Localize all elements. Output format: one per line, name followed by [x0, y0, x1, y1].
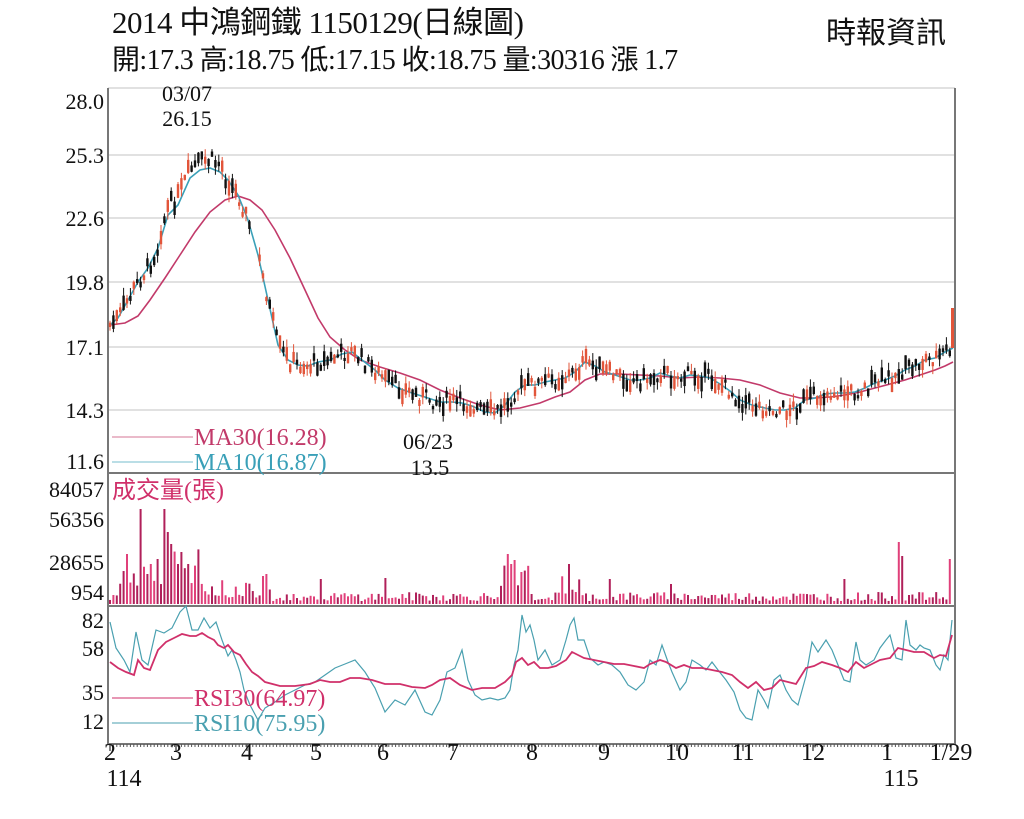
- rsi-tick: 12: [82, 709, 104, 734]
- ma30-legend: MA30(16.28): [194, 425, 327, 451]
- x-tick: 3: [170, 740, 182, 766]
- rsi10-line: [109, 604, 953, 722]
- price-tick: 28.0: [66, 89, 105, 114]
- volume-title: 成交量(張): [112, 477, 224, 504]
- x-tick: 2: [104, 740, 116, 766]
- price-tick: 25.3: [66, 143, 105, 168]
- price-tick: 17.1: [66, 335, 105, 360]
- price-axis-labels: 28.0 25.3 22.6 19.8 17.1 14.3 11.6: [66, 89, 105, 474]
- x-tick: 1/29: [930, 740, 973, 766]
- x-tick: 12: [801, 740, 825, 766]
- x-tick: 9: [598, 740, 610, 766]
- low-date-annotation: 06/23: [403, 429, 453, 454]
- x-tick: 7: [447, 740, 459, 766]
- rsi30-line: [109, 631, 953, 691]
- rsi-tick: 82: [82, 608, 104, 633]
- price-tick: 14.3: [66, 398, 105, 423]
- candlesticks: [108, 149, 954, 428]
- high-date-annotation: 03/07: [162, 81, 212, 106]
- brand-label: 時報資訊: [826, 17, 946, 50]
- chart-title: 2014 中鴻鋼鐵 1150129(日線圖): [112, 5, 524, 40]
- x-tick: 11: [731, 740, 754, 766]
- year-label: 115: [883, 766, 918, 792]
- low-value-annotation: 13.5: [411, 455, 450, 480]
- rsi10-legend: RSI10(75.95): [194, 711, 325, 737]
- x-tick: 8: [526, 740, 538, 766]
- volume-tick: 56356: [49, 507, 104, 532]
- price-tick: 11.6: [66, 449, 104, 474]
- volume-axis-labels: 84057 56356 28655 954: [49, 477, 104, 605]
- x-axis-minor-ticks: [109, 744, 952, 751]
- rsi-axis-labels: 82 58 35 12: [82, 608, 104, 734]
- price-tick: 19.8: [66, 270, 105, 295]
- high-value-annotation: 26.15: [162, 106, 212, 131]
- x-tick: 10: [665, 740, 689, 766]
- x-tick: 5: [310, 740, 322, 766]
- year-label: 114: [106, 766, 141, 792]
- volume-tick: 954: [71, 580, 104, 605]
- x-axis-labels: 2 3 4 5 6 7 8 9 10 11 12 1 1/29 114 115: [104, 740, 972, 792]
- volume-bars: [109, 509, 951, 604]
- volume-tick: 28655: [49, 550, 104, 575]
- price-tick: 22.6: [66, 206, 105, 231]
- x-tick: 1: [881, 740, 893, 766]
- x-tick: 4: [241, 740, 253, 766]
- x-tick: 6: [377, 740, 389, 766]
- volume-tick: 84057: [49, 477, 104, 502]
- rsi-tick: 58: [82, 636, 104, 661]
- rsi30-legend: RSI30(64.97): [194, 686, 325, 712]
- rsi-tick: 35: [82, 680, 104, 705]
- price-gridlines: [108, 87, 955, 411]
- ma10-legend: MA10(16.87): [194, 450, 327, 476]
- ohlc-summary: 開:17.3 高:18.75 低:17.15 收:18.75 量:30316 漲…: [112, 45, 678, 76]
